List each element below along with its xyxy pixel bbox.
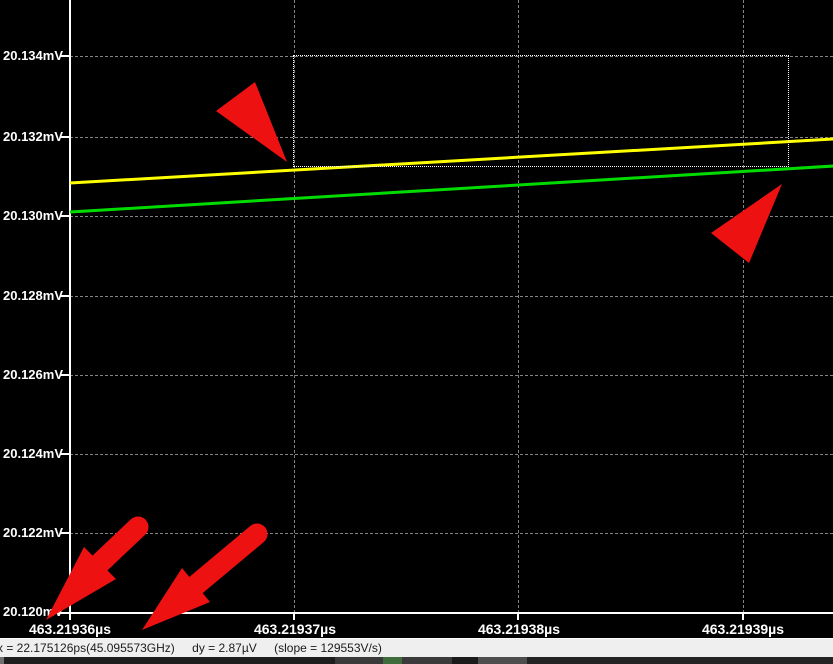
- taskbar-segment: [402, 657, 452, 664]
- y-axis-tick: [60, 532, 70, 534]
- y-axis-label: 20.132mV: [3, 129, 63, 144]
- y-axis-tick: [60, 295, 70, 297]
- x-axis-label: 463.21936µs: [28, 621, 112, 637]
- taskbar-segment: [478, 657, 527, 664]
- x-axis-label: 463.21937µs: [253, 621, 337, 637]
- red-arrowhead-green-trace: [711, 184, 782, 263]
- grid-line-horizontal: [70, 56, 833, 57]
- x-axis-label: 463.21939µs: [701, 621, 785, 637]
- red-arrow-x-axis: [142, 523, 268, 630]
- cursor-measurement-box[interactable]: [293, 55, 789, 167]
- status-dy-readout: dy = 2.87µV: [192, 641, 257, 655]
- status-slope-readout: (slope = 129553V/s): [274, 641, 382, 655]
- taskbar-edge-strip: [0, 657, 833, 664]
- x-axis-tick: [69, 606, 71, 620]
- y-axis-label: 20.128mV: [3, 288, 63, 303]
- trace-green[interactable]: [69, 164, 833, 214]
- grid-line-horizontal: [70, 375, 833, 376]
- grid-line-vertical: [743, 0, 744, 613]
- taskbar-segment: [335, 657, 383, 664]
- y-axis-tick: [60, 136, 70, 138]
- y-axis-tick: [60, 55, 70, 57]
- y-axis-label: 20.124mV: [3, 446, 63, 461]
- taskbar-segment: [527, 657, 833, 664]
- trace-yellow[interactable]: [69, 137, 833, 185]
- grid-line-horizontal: [70, 533, 833, 534]
- grid-line-vertical: [294, 0, 295, 613]
- grid-line-horizontal: [70, 216, 833, 217]
- taskbar-segment: [0, 657, 4, 664]
- y-axis-label: 20.134mV: [3, 48, 63, 63]
- grid-line-horizontal: [70, 137, 833, 138]
- y-axis-tick: [60, 453, 70, 455]
- y-axis-label: 20.120mV: [3, 604, 63, 619]
- grid-line-vertical: [518, 0, 519, 613]
- red-arrowhead-yellow-trace: [216, 82, 287, 162]
- y-axis-label: 20.130mV: [3, 208, 63, 223]
- y-axis-tick: [60, 215, 70, 217]
- status-bar: x = 22.175126ps(45.095573GHz) dy = 2.87µ…: [0, 638, 833, 657]
- y-axis-label: 20.122mV: [3, 525, 63, 540]
- x-axis-tick: [742, 613, 744, 620]
- x-axis-tick: [517, 613, 519, 620]
- status-dx-readout: x = 22.175126ps(45.095573GHz): [0, 641, 175, 655]
- taskbar-segment: [4, 657, 335, 664]
- x-axis-tick: [293, 613, 295, 620]
- x-axis-line: [57, 612, 833, 614]
- grid-line-horizontal: [70, 454, 833, 455]
- y-axis-line: [69, 0, 71, 614]
- taskbar-item-green[interactable]: [383, 657, 402, 664]
- taskbar-segment: [452, 657, 478, 664]
- grid-line-horizontal: [70, 296, 833, 297]
- y-axis-label: 20.126mV: [3, 367, 63, 382]
- y-axis-tick: [60, 374, 70, 376]
- red-arrow-origin: [46, 516, 149, 620]
- x-axis-label: 463.21938µs: [477, 621, 561, 637]
